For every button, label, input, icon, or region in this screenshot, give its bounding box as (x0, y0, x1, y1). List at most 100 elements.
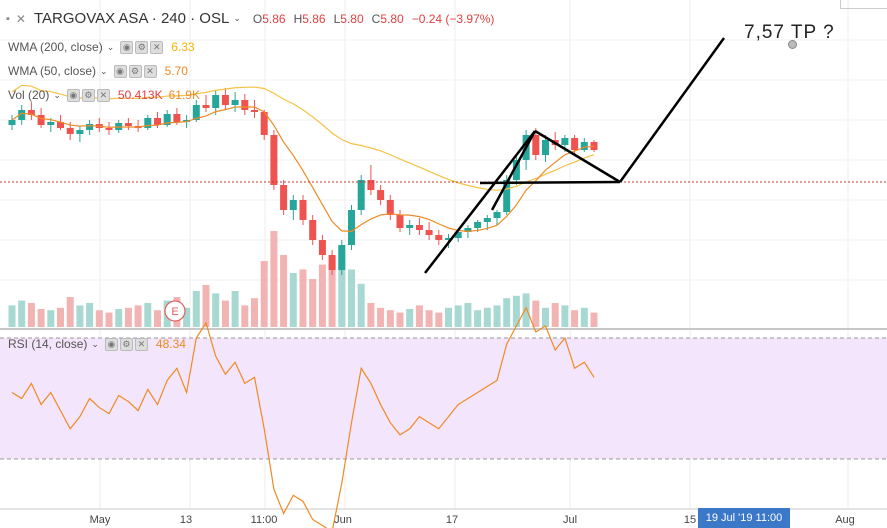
candle-body (280, 185, 288, 210)
close-icon[interactable]: ✕ (150, 40, 164, 54)
legend-wma50[interactable]: WMA (50, close) ⌄ ◉ ⚙ ✕ 5.70 (8, 64, 188, 78)
candle-body (328, 255, 336, 270)
volume-bar (212, 293, 220, 327)
triangle-top[interactable] (534, 129, 621, 184)
volume-bar (289, 273, 297, 327)
indicator-tools[interactable]: ◉ ⚙ ✕ (66, 88, 110, 102)
legend-wma200[interactable]: WMA (200, close) ⌄ ◉ ⚙ ✕ 6.33 (8, 40, 195, 54)
volume-bar (221, 300, 229, 327)
candle-body (105, 128, 113, 130)
volume-bar (464, 303, 472, 327)
volume-bar (348, 269, 355, 327)
volume-bar (134, 305, 142, 327)
candle-body (386, 200, 394, 215)
volume-bar (231, 291, 239, 327)
volume-bar (522, 293, 530, 327)
candle-body (464, 228, 472, 232)
volume-bar (270, 231, 278, 327)
triangle-base[interactable] (479, 180, 621, 185)
triangle-left[interactable] (490, 130, 537, 211)
candle-body (435, 235, 443, 240)
volume-bar (338, 249, 346, 327)
candle-body (47, 122, 55, 125)
time-axis-label: 13 (180, 514, 192, 526)
volume-bar (512, 295, 520, 327)
drawing-pattern[interactable] (424, 37, 726, 274)
volume-bar (357, 283, 365, 327)
wma200-value: 6.33 (171, 40, 195, 54)
candle-body (503, 180, 511, 212)
volume-bar (454, 305, 462, 327)
trend-line-up[interactable] (424, 130, 536, 274)
volume-bar (251, 298, 258, 327)
vol-label: Vol (20) (8, 88, 50, 102)
eye-icon[interactable]: ◉ (66, 88, 80, 102)
candle-body (406, 225, 414, 228)
volume-bar (27, 303, 35, 327)
change-value: −0.24 (−3.97%) (411, 11, 495, 26)
candle-body (192, 105, 200, 120)
breakout-line[interactable] (618, 37, 726, 183)
indicator-tools[interactable]: ◉ ⚙ ✕ (104, 337, 148, 351)
close-icon[interactable]: ✕ (134, 337, 148, 351)
candle-body (367, 180, 375, 190)
candle-body (415, 225, 423, 230)
volume-bar (425, 310, 433, 327)
indicator-tools[interactable]: ◉ ⚙ ✕ (120, 40, 164, 54)
time-axis-labels: May 13 11:00 Jun 17 Jul 15 Aug (90, 514, 855, 526)
annotation-anchor-icon[interactable] (788, 40, 797, 49)
top-right-panel-edge (840, 0, 887, 9)
symbol-title[interactable]: TARGOVAX ASA · 240 · OSL (33, 10, 230, 27)
gear-icon[interactable]: ⚙ (135, 40, 149, 54)
settings-icon[interactable]: ✕ (15, 11, 26, 26)
candle-body (561, 138, 569, 145)
wma50-line (11, 106, 595, 232)
chevron-down-icon[interactable]: ⌄ (91, 338, 99, 349)
time-axis-label: Jul (563, 514, 577, 526)
legend-rsi[interactable]: RSI (14, close) ⌄ ◉ ⚙ ✕ 48.34 (8, 337, 186, 351)
collapse-icon[interactable]: ▪ (6, 12, 10, 25)
candle-body (241, 100, 249, 110)
volume-bar (367, 303, 375, 327)
volume-bar (328, 257, 336, 327)
ohlc-values: O5.86 H5.86 L5.80 C5.80 −0.24 (−3.97%) (252, 11, 495, 26)
indicator-tools[interactable]: ◉ ⚙ ✕ (113, 64, 157, 78)
chevron-down-icon[interactable]: ⌄ (100, 65, 108, 76)
chevron-down-icon[interactable]: ⌄ (106, 41, 115, 52)
earnings-marker[interactable]: E (164, 300, 186, 322)
gear-icon[interactable]: ⚙ (81, 88, 95, 102)
volume-bar (280, 255, 288, 327)
volume-bar (590, 312, 598, 327)
target-price-annotation[interactable]: 7,57 TP ? (744, 22, 835, 43)
eye-icon[interactable]: ◉ (113, 64, 127, 78)
volume-bar (57, 307, 64, 327)
candle-body (173, 114, 181, 122)
close-icon[interactable]: ✕ (143, 64, 157, 78)
volume-bar (580, 307, 588, 327)
volume-bar (18, 300, 26, 327)
volume-bar (260, 261, 268, 327)
volume-bar (532, 300, 540, 327)
symbol-chevron-icon[interactable]: ⌄ (233, 13, 241, 23)
gear-icon[interactable]: ⚙ (128, 64, 142, 78)
volume-bar (571, 310, 579, 327)
vol-value-2: 61.9K (168, 88, 200, 102)
volume-bars (8, 231, 598, 327)
candle-body (590, 142, 598, 150)
candle-body (251, 110, 258, 112)
volume-bar (299, 269, 307, 327)
close-icon[interactable]: ✕ (96, 88, 110, 102)
close-value: 5.80 (380, 11, 404, 26)
open-value: 5.86 (262, 11, 286, 26)
rsi-label: RSI (14, close) (8, 337, 88, 351)
symbol-header[interactable]: ▪ ✕ TARGOVAX ASA · 240 · OSL ⌄ O5.86 H5.… (6, 10, 494, 27)
chevron-down-icon[interactable]: ⌄ (53, 89, 61, 100)
legend-vol[interactable]: Vol (20) ⌄ ◉ ⚙ ✕ 50.413K 61.9K (8, 88, 200, 102)
candle-body (37, 115, 45, 125)
wma200-label: WMA (200, close) (8, 40, 103, 54)
eye-icon[interactable]: ◉ (104, 337, 118, 351)
gear-icon[interactable]: ⚙ (119, 337, 133, 351)
eye-icon[interactable]: ◉ (120, 40, 134, 54)
candle-body (542, 140, 549, 155)
